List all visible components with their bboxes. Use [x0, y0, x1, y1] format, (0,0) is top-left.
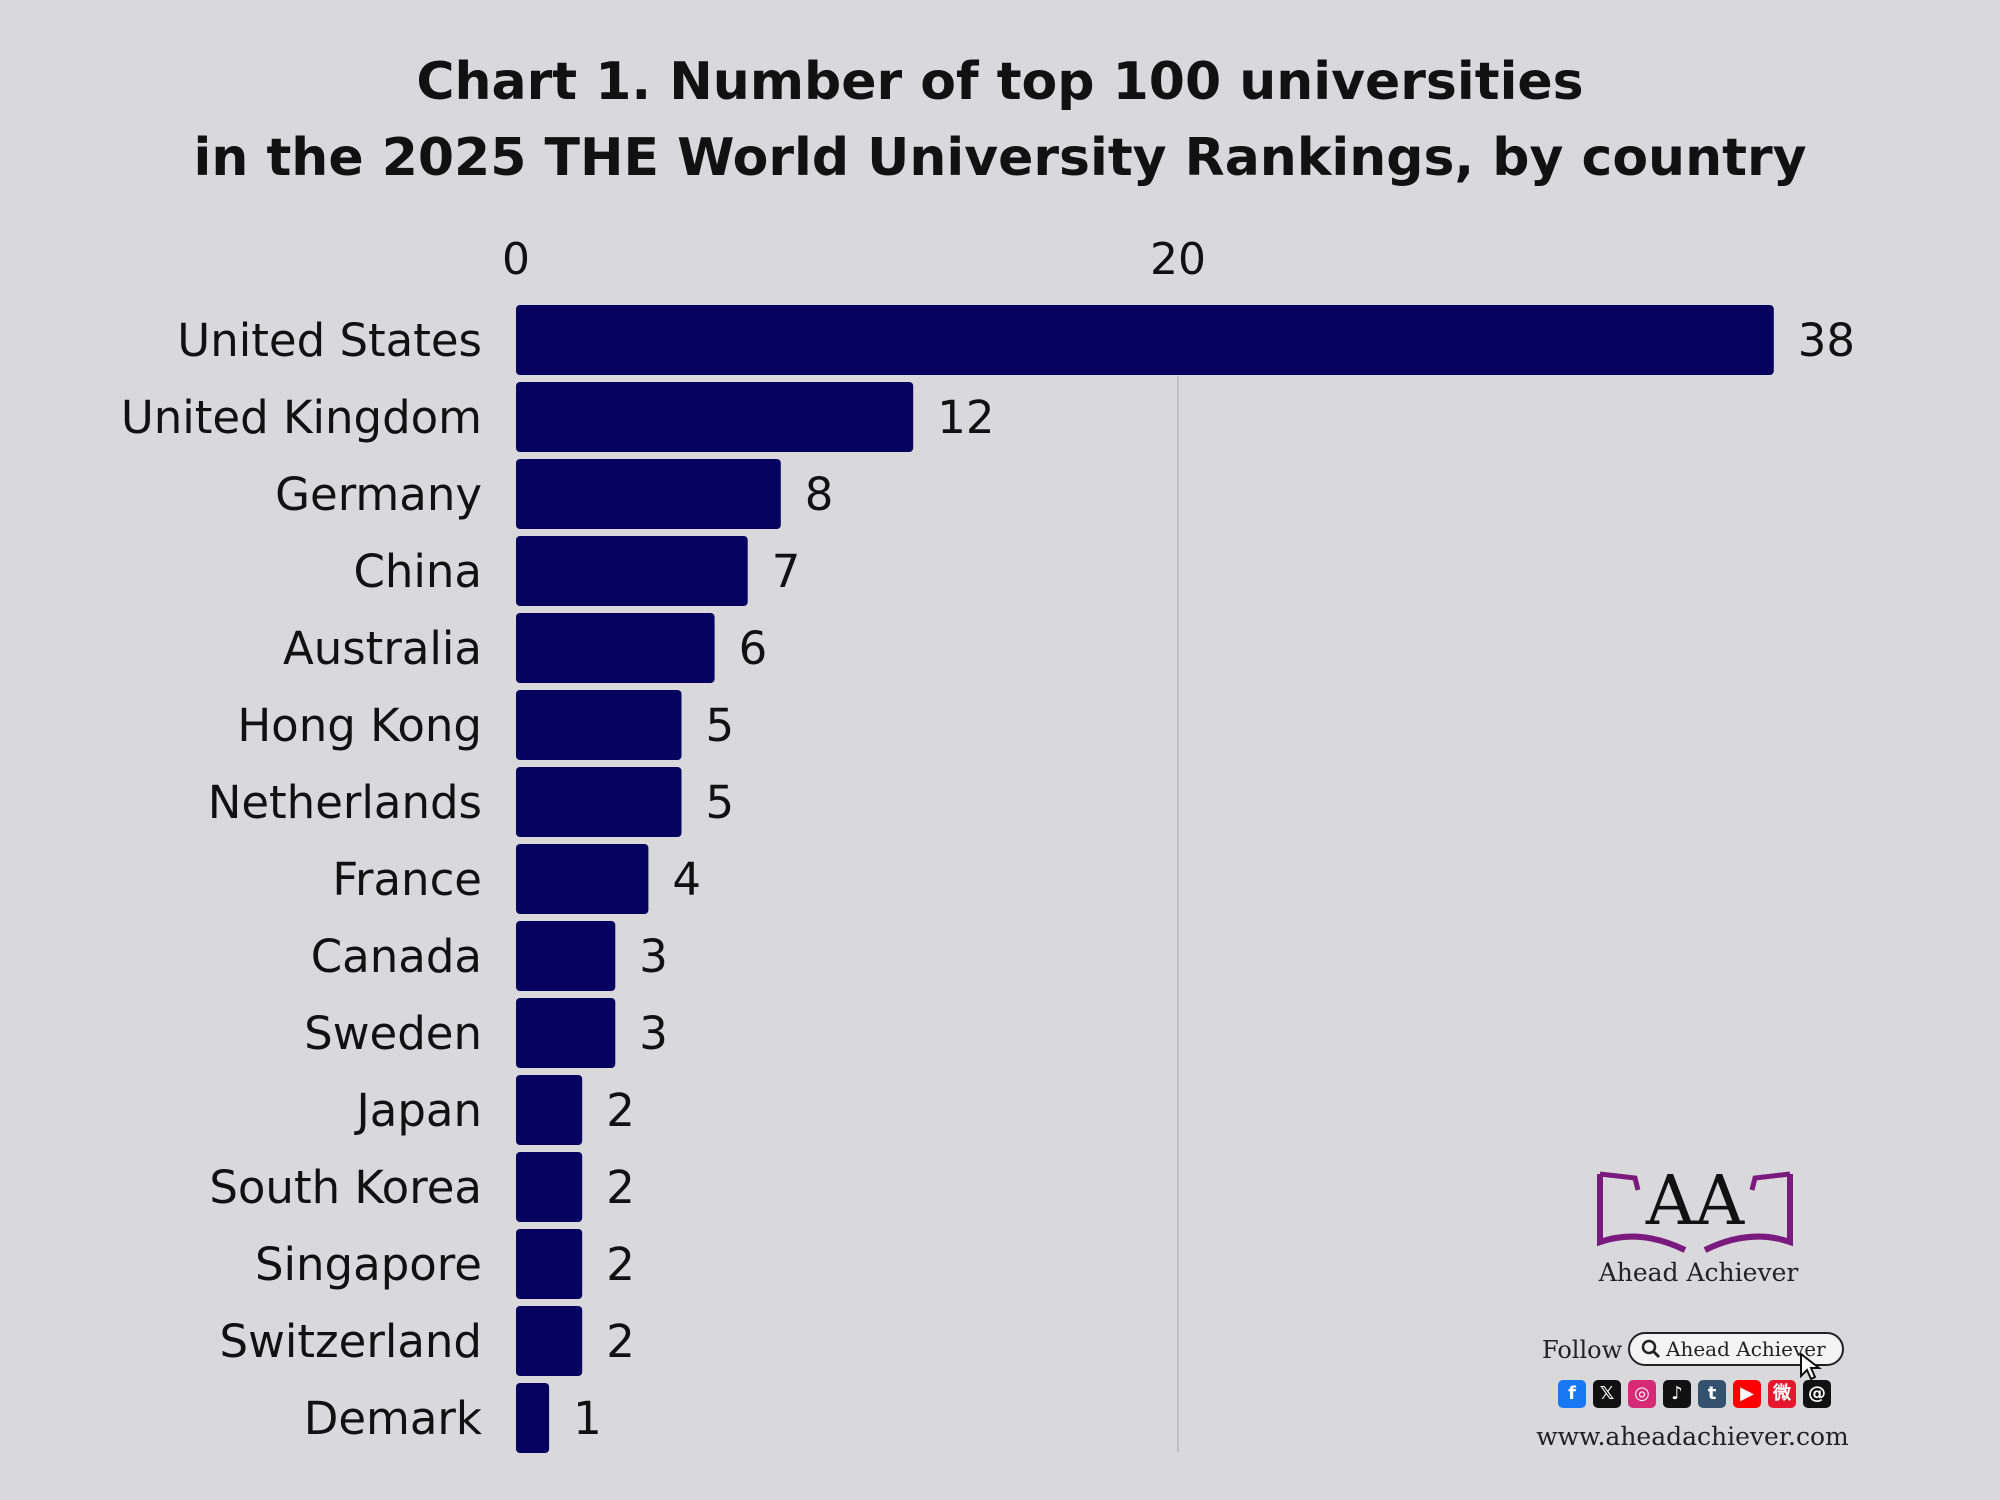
category-label: Canada — [311, 930, 482, 983]
bar — [516, 1383, 550, 1453]
category-label: Hong Kong — [237, 699, 482, 752]
category-label: United Kingdom — [121, 391, 482, 444]
bar — [516, 1075, 583, 1145]
value-label: 38 — [1798, 314, 1855, 367]
bar — [516, 921, 616, 991]
category-label: Japan — [353, 1084, 482, 1137]
weibo-icon[interactable]: 微 — [1768, 1380, 1796, 1408]
tiktok-icon[interactable]: ♪ — [1663, 1380, 1691, 1408]
brand-name: Ahead Achiever — [1598, 1258, 1799, 1287]
category-label: Australia — [283, 622, 482, 675]
category-label: United States — [177, 314, 482, 367]
value-label: 2 — [606, 1238, 635, 1291]
value-label: 1 — [573, 1392, 602, 1445]
x-tick-label: 20 — [1150, 234, 1206, 285]
branding-panel: AA Ahead Achiever Follow Ahead Achiever … — [1520, 1150, 1880, 1470]
search-icon — [1641, 1339, 1660, 1358]
category-label: Sweden — [304, 1007, 482, 1060]
category-label: Switzerland — [220, 1315, 483, 1368]
instagram-icon[interactable]: ◎ — [1628, 1380, 1656, 1408]
bar — [516, 690, 682, 760]
value-label: 2 — [606, 1084, 635, 1137]
tumblr-icon[interactable]: t — [1698, 1380, 1726, 1408]
search-text: Ahead Achiever — [1666, 1337, 1826, 1361]
category-label: France — [332, 853, 482, 906]
bar — [516, 767, 682, 837]
value-label: 4 — [672, 853, 701, 906]
value-label: 2 — [606, 1161, 635, 1214]
follow-label: Follow — [1542, 1336, 1623, 1364]
threads-icon[interactable]: @ — [1803, 1380, 1831, 1408]
value-label: 3 — [639, 1007, 668, 1060]
bar — [516, 844, 649, 914]
open-book-icon — [1597, 1171, 1793, 1253]
value-label: 6 — [739, 622, 768, 675]
bar — [516, 613, 715, 683]
value-label: 12 — [937, 391, 994, 444]
social-icons: f 𝕏 ◎ ♪ t ▶ 微 @ — [1558, 1380, 1838, 1410]
value-label: 3 — [639, 930, 668, 983]
youtube-icon[interactable]: ▶ — [1733, 1380, 1761, 1408]
category-label: China — [353, 545, 482, 598]
value-label: 2 — [606, 1315, 635, 1368]
x-tick-label: 0 — [502, 234, 530, 285]
bar — [516, 998, 616, 1068]
logo-text: AA — [1645, 1162, 1745, 1241]
bar — [516, 1152, 583, 1222]
follow-row: Follow Ahead Achiever — [1520, 1330, 1880, 1381]
chart-title-line-1: Chart 1. Number of top 100 universities — [416, 52, 1584, 112]
bar — [516, 1306, 583, 1376]
bar — [516, 1229, 583, 1299]
category-label: Netherlands — [208, 776, 482, 829]
website-url[interactable]: www.aheadachiever.com — [1536, 1422, 1849, 1451]
bar — [516, 382, 914, 452]
logo: AA — [1597, 1162, 1793, 1253]
bar — [516, 305, 1774, 375]
category-label: South Korea — [209, 1161, 482, 1214]
chart-title-line-2: in the 2025 THE World University Ranking… — [193, 128, 1807, 188]
value-label: 7 — [772, 545, 801, 598]
category-label: Germany — [275, 468, 482, 521]
value-label: 8 — [805, 468, 834, 521]
category-label: Demark — [304, 1392, 482, 1445]
cursor-icon — [1800, 1352, 1822, 1381]
value-label: 5 — [706, 776, 735, 829]
facebook-icon[interactable]: f — [1558, 1380, 1586, 1408]
category-label: Singapore — [255, 1238, 482, 1291]
value-label: 5 — [706, 699, 735, 752]
bar — [516, 536, 748, 606]
bar — [516, 459, 781, 529]
chart-title: Chart 1. Number of top 100 universities … — [0, 44, 2000, 196]
x-icon[interactable]: 𝕏 — [1593, 1380, 1621, 1408]
